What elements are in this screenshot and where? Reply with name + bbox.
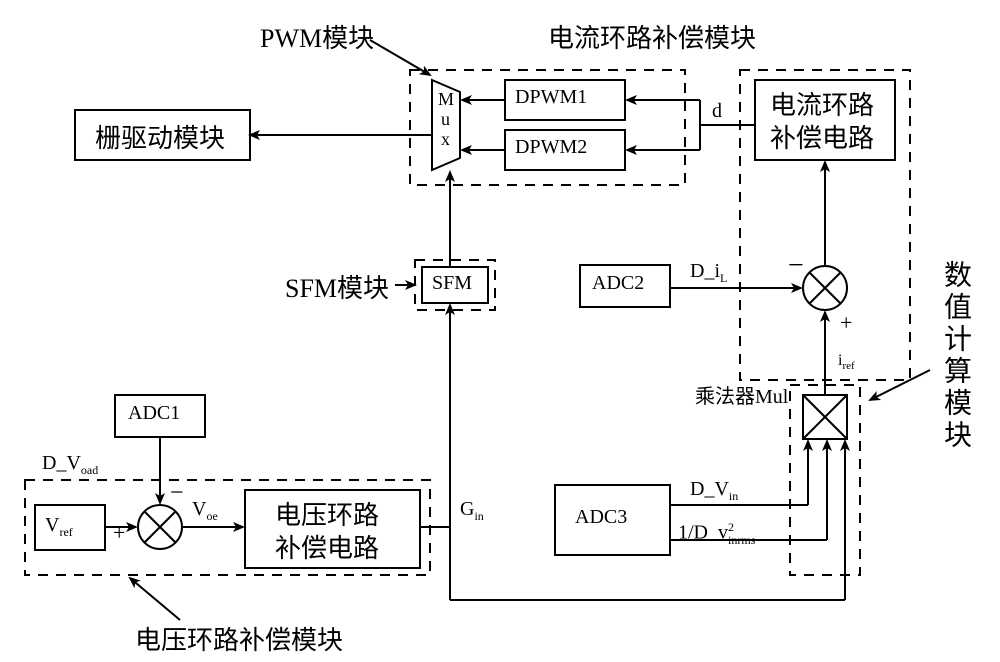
mul-label: 乘法器Mul: [695, 380, 788, 409]
sfm-title: SFM模块: [285, 268, 389, 305]
mux-label: M: [438, 89, 454, 109]
d-voad-label: D_Voad: [42, 452, 98, 478]
voltage-loop-title: 电压环路补偿模块: [135, 620, 343, 657]
gate-driver-label: 栅驱动模块: [95, 118, 225, 155]
voltage-circuit-l1: 电压环路: [275, 495, 379, 532]
minus-voltage: −: [170, 480, 184, 507]
current-circuit-l2: 补偿电路: [770, 118, 874, 155]
d-label: d: [712, 100, 722, 123]
adc2-label: ADC2: [592, 272, 644, 295]
sfm-label: SFM: [432, 272, 472, 295]
gin-label: Gin: [460, 498, 484, 524]
pwm-title: PWM模块: [260, 18, 374, 55]
voltage-circuit-l2: 补偿电路: [275, 528, 379, 565]
current-circuit-l1: 电流环路: [770, 85, 874, 122]
adc1-label: ADC1: [128, 402, 180, 425]
dpwm2-label: DPWM2: [515, 136, 587, 159]
current-loop-title: 电流环路补偿模块: [548, 18, 756, 55]
vref-label: Vref: [45, 514, 73, 540]
numeric-module-box: [790, 385, 860, 575]
d-il-label: D_iL: [690, 260, 727, 286]
dpwm1-label: DPWM1: [515, 86, 587, 109]
d-vin-label: D_Vin: [690, 478, 738, 504]
voe-label: Voe: [192, 498, 218, 524]
minus-current: −: [788, 250, 804, 282]
svg-text:u: u: [441, 109, 450, 129]
plus-voltage: +: [113, 520, 125, 546]
plus-current: +: [840, 310, 852, 336]
numeric-module-label: 数值计算模块: [935, 260, 975, 452]
svg-text:x: x: [441, 129, 450, 149]
d-vrms-label: 1/D_v2inrms: [678, 520, 755, 548]
iref-label: iref: [838, 352, 855, 372]
adc3-label: ADC3: [575, 506, 627, 529]
